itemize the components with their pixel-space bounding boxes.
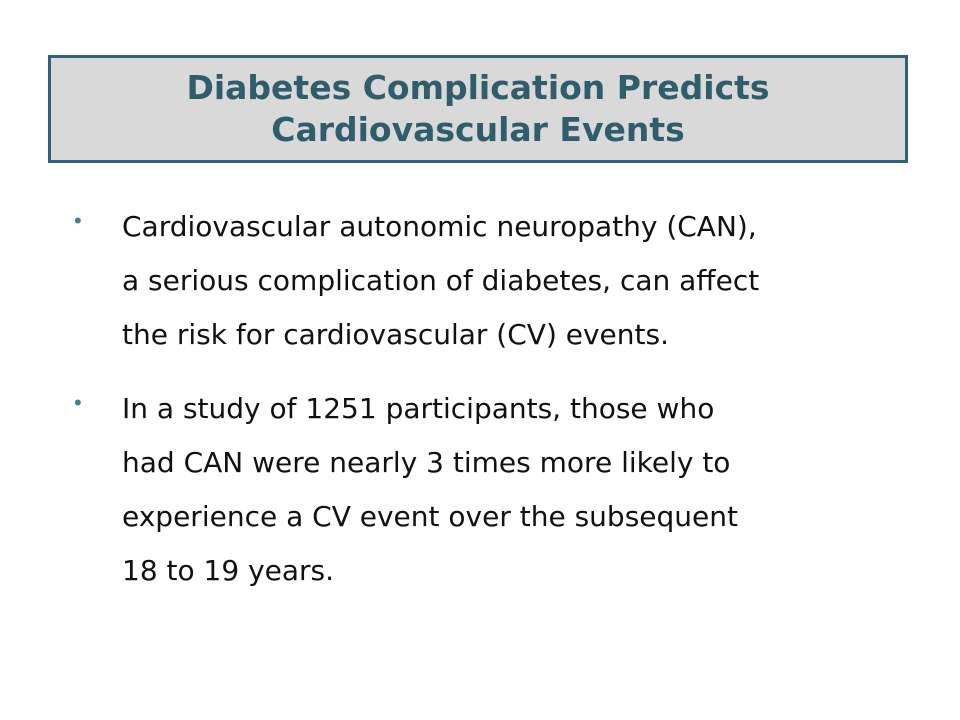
slide-title-line-1: Diabetes Complication Predicts bbox=[186, 68, 770, 107]
bullet-text-line: Cardiovascular autonomic neuropathy (CAN… bbox=[122, 210, 757, 243]
bullet-text-line: had CAN were nearly 3 times more likely … bbox=[122, 446, 731, 479]
slide-title-line-2: Cardiovascular Events bbox=[271, 110, 685, 149]
bullet-marker-icon: • bbox=[74, 208, 82, 233]
slide-title-box: Diabetes Complication Predicts Cardiovas… bbox=[48, 55, 908, 163]
bullet-item-can-complication: • Cardiovascular autonomic neuropathy (C… bbox=[74, 200, 904, 362]
bullet-marker-icon: • bbox=[74, 390, 82, 415]
bullet-text-line: 18 to 19 years. bbox=[122, 554, 335, 587]
bullet-text-line: experience a CV event over the subsequen… bbox=[122, 500, 738, 533]
bullet-text-line: the risk for cardiovascular (CV) events. bbox=[122, 318, 669, 351]
bullet-list: • Cardiovascular autonomic neuropathy (C… bbox=[74, 200, 904, 618]
bullet-text-line: In a study of 1251 participants, those w… bbox=[122, 392, 715, 425]
bullet-item-study-results: • In a study of 1251 participants, those… bbox=[74, 382, 904, 598]
bullet-text-line: a serious complication of diabetes, can … bbox=[122, 264, 760, 297]
